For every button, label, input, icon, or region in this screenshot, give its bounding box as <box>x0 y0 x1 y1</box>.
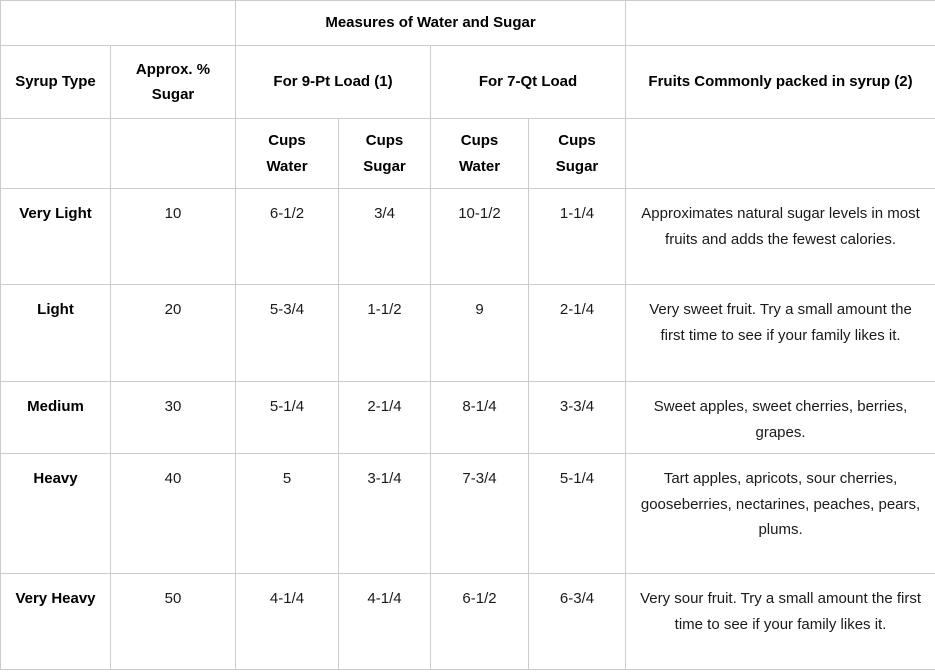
sugar-9pt-cell: 2-1/4 <box>338 381 431 454</box>
table-subheader-row: Cups Water Cups Sugar Cups Water Cups Su… <box>0 118 935 189</box>
fruits-cell: Very sweet fruit. Try a small amount the… <box>625 284 935 382</box>
sugar-pct-cell: 20 <box>110 284 236 382</box>
sugar-9pt-cell: 1-1/2 <box>338 284 431 382</box>
subheader-cups-water-7qt: Cups Water <box>430 118 529 189</box>
spacer-cell <box>110 118 236 189</box>
water-9pt-cell: 4-1/4 <box>235 573 339 670</box>
col-header-fruits: Fruits Commonly packed in syrup (2) <box>625 45 935 119</box>
table-row: Very Light 10 6-1/2 3/4 10-1/2 1-1/4 App… <box>0 188 935 285</box>
sugar-9pt-cell: 3/4 <box>338 188 431 285</box>
table-title-row: Measures of Water and Sugar <box>0 0 935 46</box>
water-7qt-cell: 8-1/4 <box>430 381 529 454</box>
sugar-7qt-cell: 5-1/4 <box>527 453 627 574</box>
water-7qt-cell: 9 <box>430 284 529 382</box>
sugar-7qt-cell: 2-1/4 <box>527 284 627 382</box>
water-9pt-cell: 5-1/4 <box>235 381 339 454</box>
sugar-pct-cell: 10 <box>110 188 236 285</box>
syrup-type-cell: Medium <box>0 381 111 454</box>
fruits-cell: Tart apples, apricots, sour cherries, go… <box>625 453 935 574</box>
col-header-syrup-type: Syrup Type <box>0 45 111 119</box>
water-7qt-cell: 6-1/2 <box>430 573 529 670</box>
water-9pt-cell: 6-1/2 <box>235 188 339 285</box>
col-header-7qt-load: For 7-Qt Load <box>429 45 627 119</box>
spacer-cell <box>0 118 111 189</box>
water-7qt-cell: 10-1/2 <box>430 188 529 285</box>
syrup-type-cell: Very Heavy <box>0 573 111 670</box>
table-row: Heavy 40 5 3-1/4 7-3/4 5-1/4 Tart apples… <box>0 453 935 574</box>
water-9pt-cell: 5-3/4 <box>235 284 339 382</box>
subheader-cups-sugar-7qt: Cups Sugar <box>527 118 627 189</box>
table-row: Light 20 5-3/4 1-1/2 9 2-1/4 Very sweet … <box>0 284 935 382</box>
syrup-type-cell: Very Light <box>0 188 111 285</box>
fruits-cell: Sweet apples, sweet cherries, berries, g… <box>625 381 935 454</box>
sugar-pct-cell: 30 <box>110 381 236 454</box>
spacer-cell <box>625 118 935 189</box>
table-row: Medium 30 5-1/4 2-1/4 8-1/4 3-3/4 Sweet … <box>0 381 935 454</box>
syrup-type-cell: Heavy <box>0 453 111 574</box>
table-row: Very Heavy 50 4-1/4 4-1/4 6-1/2 6-3/4 Ve… <box>0 573 935 670</box>
subheader-cups-water-9pt: Cups Water <box>235 118 339 189</box>
water-9pt-cell: 5 <box>235 453 339 574</box>
fruits-cell: Very sour fruit. Try a small amount the … <box>625 573 935 670</box>
syrup-type-cell: Light <box>0 284 111 382</box>
sugar-9pt-cell: 3-1/4 <box>338 453 431 574</box>
sugar-pct-cell: 40 <box>110 453 236 574</box>
col-header-9pt-load: For 9-Pt Load (1) <box>235 45 431 119</box>
table-header-row: Syrup Type Approx. % Sugar For 9-Pt Load… <box>0 45 935 119</box>
spacer-cell <box>625 0 935 46</box>
subheader-cups-sugar-9pt: Cups Sugar <box>338 118 431 189</box>
spacer-cell <box>0 0 236 46</box>
sugar-7qt-cell: 6-3/4 <box>527 573 627 670</box>
col-header-approx-sugar: Approx. % Sugar <box>110 45 236 119</box>
sugar-7qt-cell: 3-3/4 <box>527 381 627 454</box>
sugar-pct-cell: 50 <box>110 573 236 670</box>
water-7qt-cell: 7-3/4 <box>430 453 529 574</box>
fruits-cell: Approximates natural sugar levels in mos… <box>625 188 935 285</box>
sugar-9pt-cell: 4-1/4 <box>338 573 431 670</box>
table-title: Measures of Water and Sugar <box>234 0 627 46</box>
sugar-7qt-cell: 1-1/4 <box>527 188 627 285</box>
